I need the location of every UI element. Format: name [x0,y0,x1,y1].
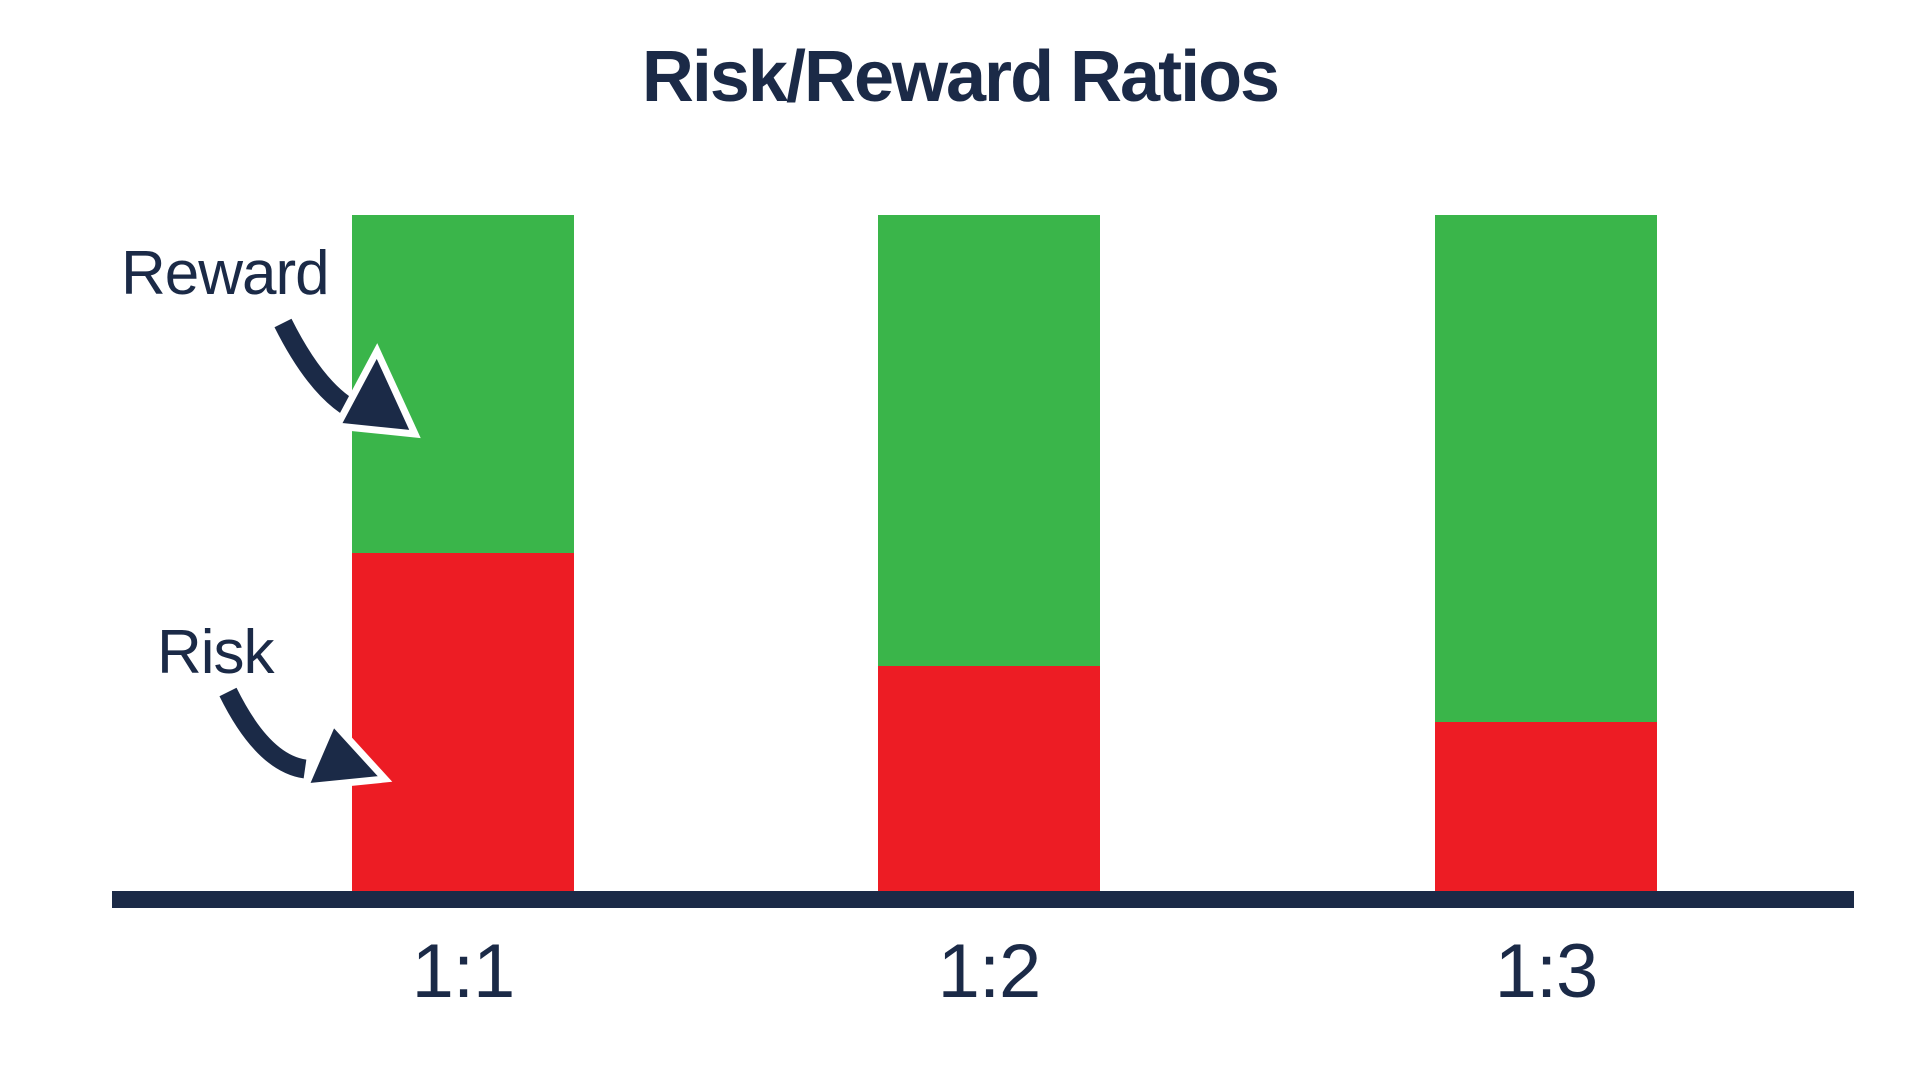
x-tick-label-1-2: 1:2 [937,929,1042,1014]
bar-ratio-1-3 [1435,215,1657,891]
reward-annotation-label: Reward [121,239,330,308]
bar-ratio-1-2 [878,215,1100,891]
chart-title: Risk/Reward Ratios [641,37,1280,117]
reward-segment [352,215,574,553]
reward-segment [1435,215,1657,722]
risk-segment [352,553,574,891]
risk-annotation-label: Risk [157,618,275,687]
x-tick-label-1-3: 1:3 [1494,929,1599,1014]
bar-ratio-1-1 [352,215,574,891]
reward-segment [878,215,1100,666]
x-axis-line [112,891,1854,908]
risk-segment [878,665,1100,891]
risk-segment [1435,722,1657,891]
x-tick-label-1-1: 1:1 [411,929,516,1014]
